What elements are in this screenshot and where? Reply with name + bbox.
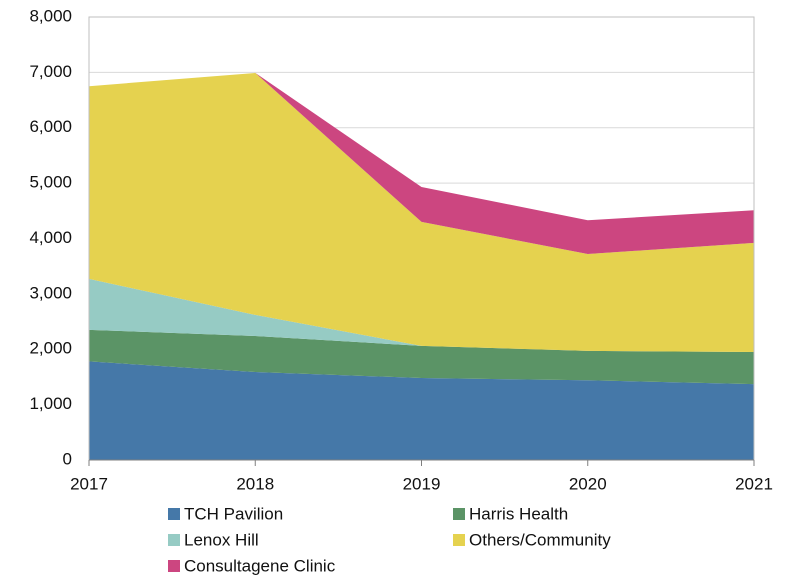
area bbox=[89, 72, 754, 255]
legend-label: Harris Health bbox=[469, 504, 568, 523]
area bbox=[89, 278, 754, 353]
legend-label: Consultagene Clinic bbox=[184, 556, 336, 575]
area bbox=[89, 329, 754, 385]
x-tick-label: 2019 bbox=[403, 474, 441, 493]
y-tick-label: 4,000 bbox=[29, 228, 72, 247]
x-tick-label: 2018 bbox=[236, 474, 274, 493]
y-tick-label: 8,000 bbox=[29, 6, 72, 25]
y-tick-label: 0 bbox=[63, 449, 72, 468]
y-tick-label: 7,000 bbox=[29, 62, 72, 81]
y-tick-label: 5,000 bbox=[29, 173, 72, 192]
y-tick-label: 3,000 bbox=[29, 283, 72, 302]
legend-swatch bbox=[168, 560, 180, 572]
area bbox=[89, 361, 754, 460]
y-tick-label: 6,000 bbox=[29, 117, 72, 136]
x-tick-label: 2017 bbox=[70, 474, 108, 493]
legend-swatch bbox=[168, 534, 180, 546]
legend-swatch bbox=[453, 534, 465, 546]
y-tick-label: 1,000 bbox=[29, 394, 72, 413]
legend-swatch bbox=[453, 508, 465, 520]
x-tick-label: 2021 bbox=[735, 474, 773, 493]
legend-label: Others/Community bbox=[469, 530, 611, 549]
area bbox=[89, 72, 754, 353]
legend-swatch bbox=[168, 508, 180, 520]
x-tick-label: 2020 bbox=[569, 474, 607, 493]
legend-label: TCH Pavilion bbox=[184, 504, 283, 523]
y-tick-label: 2,000 bbox=[29, 339, 72, 358]
legend-label: Lenox Hill bbox=[184, 530, 259, 549]
